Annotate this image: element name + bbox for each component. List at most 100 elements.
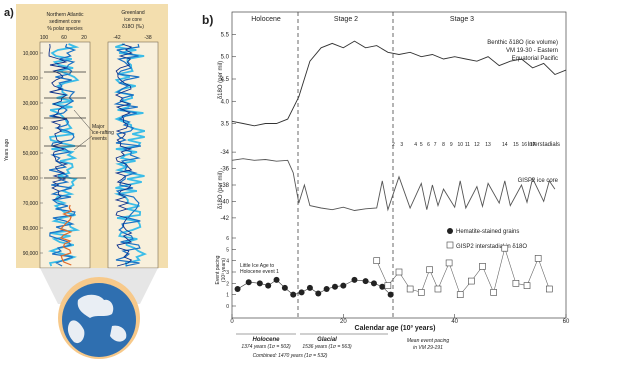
gisp2-interstadial-line: [376, 247, 550, 296]
interstadial-numbers: 2 3 4 5 6 7 8 9 10 11 12 13 14 15 16 17: [392, 142, 536, 148]
gisp2-interstadial-point-12: [501, 244, 509, 252]
annotation-arrow-1: [73, 109, 93, 132]
gisp2-interstadial-point-9: [468, 277, 475, 285]
gisp2-line: [231, 158, 556, 212]
x-axis-label: Calendar age (10³ years): [355, 325, 436, 332]
col2-title-line3: δ18O (‰): [122, 24, 144, 30]
hematite-point-13: [351, 276, 358, 283]
bottom-note-line2: Holocene event 1: [240, 269, 279, 275]
gisp2-interstadial-point-16: [545, 285, 553, 293]
top-ylabel: δ18O (per mil): [218, 61, 224, 99]
col1-trace-orange: [59, 204, 73, 266]
legend-gisp2: GISP2 interstadial in δ18O: [456, 244, 527, 250]
top-legend-line1: Benthic δ18O (ice volume): [487, 40, 558, 46]
hematite-point-8: [306, 284, 313, 291]
col1-title-line3: % polar species: [47, 26, 83, 32]
x-axis-ticks: 0 20 40 60: [230, 314, 570, 325]
gisp2-interstadial-point-1: [384, 282, 392, 289]
bottom-tick-label-1: 1: [226, 293, 229, 299]
top-tick-label-4: 5.5: [221, 32, 230, 38]
panel-a-y-tick-4: 50,000: [23, 151, 39, 157]
col2-title-line1: Greenland: [121, 10, 145, 16]
hematite-point-16: [379, 283, 386, 290]
annotation-line2: ice-rafting: [92, 130, 114, 136]
panel-a-y-tick-0: 10,000: [23, 51, 39, 57]
interstadial-number-10: 10: [457, 142, 463, 148]
interstadial-number-16: 16: [521, 142, 527, 148]
bottom-note-line1: Little Ice Age to: [240, 263, 274, 269]
panel-b-label: b): [202, 13, 213, 27]
hematite-point-9: [315, 290, 322, 297]
legend-hematite: Hematite-stained grains: [456, 229, 519, 235]
interstadial-number-4: 4: [414, 142, 417, 148]
top-y-ticks: 3.5 4.0 4.5 5.0 5.5: [221, 32, 236, 128]
bottom-tick-label-2: 2: [226, 281, 229, 287]
top-tick-label-1: 4.0: [221, 99, 230, 105]
interstadials-label: Interstadials: [528, 142, 560, 148]
col1-tick-1: 60: [61, 35, 67, 41]
bottom-tick-label-0: 0: [226, 304, 229, 310]
globe-icon: [40, 268, 158, 359]
top-legend-line3: Equatorial Pacific: [512, 56, 558, 62]
col1-trace-light: [47, 43, 81, 267]
top-legend-line2: VM 19-30 - Eastern: [506, 48, 558, 54]
gisp2-interstadial-point-0: [373, 257, 381, 264]
middle-y-ticks: -34 -36 -38 -40 -42: [220, 150, 236, 222]
bottom-tick-label-6: 6: [226, 236, 229, 242]
gisp2-series: [231, 158, 556, 212]
interstadial-number-2: 2: [392, 142, 395, 148]
bottom-ylabel-line2: (10³ years): [221, 258, 227, 283]
hematite-point-11: [331, 283, 338, 290]
col2-tick-1: -38: [144, 35, 151, 41]
interstadial-number-13: 13: [485, 142, 491, 148]
panel-b-frame: [231, 11, 567, 319]
hematite-point-10: [323, 286, 330, 292]
hematite-point-14: [362, 278, 369, 285]
panel-a-y-tick-6: 70,000: [23, 201, 39, 207]
col2-tick-0: -42: [113, 35, 120, 41]
gisp2-interstadial-point-6: [434, 285, 442, 293]
panel-a-y-ticks: 10,000 20,000 30,000 40,000 50,000 60,000 70,0…: [23, 51, 43, 257]
middle-tick-label-4: -42: [220, 216, 229, 222]
hematite-point-5: [281, 284, 288, 291]
footer-mean-line2: in VM 29-191: [413, 345, 443, 351]
panel-a-y-tick-5: 60,000: [23, 176, 39, 182]
footer-holocene: Holocene: [252, 337, 280, 343]
middle-tick-label-3: -40: [220, 199, 229, 205]
middle-legend: GISP2 ice core: [518, 178, 559, 184]
gisp2-interstadial-point-10: [479, 263, 486, 270]
col2-title-line2: ice core: [124, 17, 142, 23]
col2-trace-light: [113, 43, 148, 267]
header-stage2: Stage 2: [334, 16, 358, 23]
bottom-tick-label-4: 4: [226, 259, 229, 265]
annotation-arrow-2: [73, 135, 93, 151]
gisp2-interstadial-point-4: [417, 289, 425, 296]
gisp2-interstadial-point-15: [534, 255, 542, 262]
benthic-line: [231, 40, 567, 127]
middle-tick-label-0: -34: [220, 150, 229, 156]
col2-trace-blue: [113, 43, 142, 267]
panel-a-traces: [44, 43, 148, 267]
benthic-series: [231, 40, 567, 127]
interstadial-number-7: 7: [434, 142, 437, 148]
panel-a-y-tick-2: 30,000: [23, 101, 39, 107]
col1-tick-2: 20: [81, 35, 87, 41]
gisp2-interstadial-point-11: [490, 289, 497, 296]
footer-glacial-stats: 1536 years (1σ = 563): [302, 344, 352, 350]
gisp2-interstadial-point-2: [395, 268, 403, 276]
interstadial-number-3: 3: [400, 142, 403, 148]
bottom-ylabel-line1: Event pacing: [215, 255, 221, 284]
footer-mean-line1: Mean event pacing: [407, 338, 449, 344]
middle-tick-label-2: -38: [220, 183, 229, 189]
bottom-tick-label-5: 5: [226, 247, 229, 253]
gisp2-interstadial-point-5: [426, 266, 433, 274]
annotation-line1: Major: [92, 124, 105, 130]
panel-a-y-tick-8: 90,000: [23, 251, 39, 257]
col1-title-line2: sediment core: [49, 19, 81, 25]
interstadial-number-14: 14: [502, 142, 508, 148]
interstadial-number-12: 12: [474, 142, 480, 148]
hematite-point-12: [340, 282, 347, 289]
gisp2-interstadial-point-13: [512, 280, 520, 287]
header-stage3: Stage 3: [450, 16, 474, 23]
interstadial-number-6: 6: [427, 142, 430, 148]
